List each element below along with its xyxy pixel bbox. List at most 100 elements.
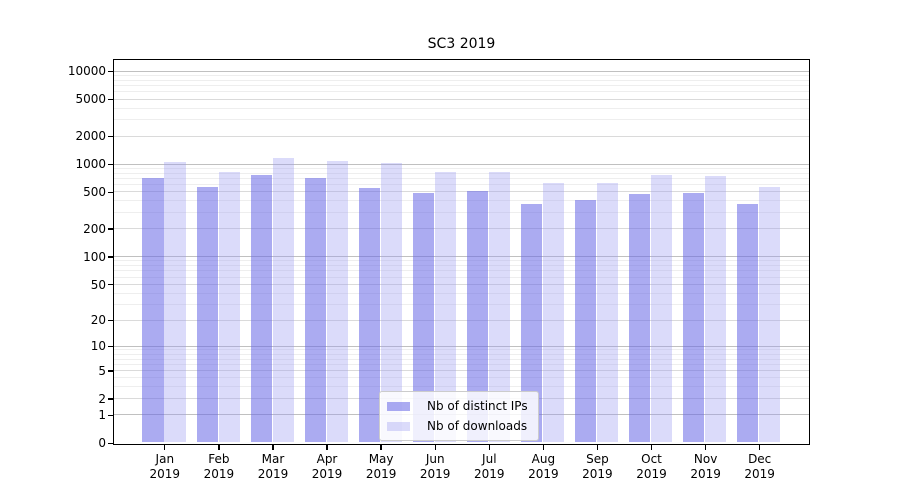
bar-distinct-ips-aug	[521, 204, 543, 443]
gridline-major	[114, 163, 809, 165]
x-tick-mark-sep	[596, 445, 599, 450]
bar-distinct-ips-may	[358, 188, 380, 443]
x-tick-mark-may	[380, 445, 382, 450]
x-tick-label-oct: Oct 2019	[636, 452, 667, 481]
x-tick-label-sep: Sep 2019	[582, 452, 613, 481]
gridline-minor	[114, 167, 809, 169]
bar-downloads-apr	[326, 161, 348, 443]
gridline-major	[114, 70, 809, 72]
gridline-minor	[114, 119, 809, 121]
x-tick-mark-nov	[704, 445, 707, 450]
x-tick-mark-jul	[488, 445, 490, 450]
bar-distinct-ips-mar	[250, 175, 272, 443]
bar-downloads-nov	[705, 175, 727, 443]
y-tick-label-100: 100	[83, 249, 106, 264]
gridline-minor	[114, 107, 809, 109]
x-tick-mark-jan	[164, 445, 166, 450]
legend-label: Nb of distinct IPs	[427, 399, 528, 413]
bar-distinct-ips-jul	[466, 191, 489, 443]
x-tick-label-apr: Apr 2019	[311, 452, 343, 481]
bar-distinct-ips-jun	[412, 193, 434, 443]
gridline-minor	[114, 276, 809, 278]
chart-title: SC3 2019	[427, 36, 496, 52]
gridline-minor	[114, 184, 809, 186]
gridline-minor	[114, 377, 809, 379]
y-tick-mark-100	[108, 256, 113, 258]
y-tick-label-500: 500	[83, 185, 106, 200]
gridline-minor	[114, 79, 809, 81]
bar-downloads-aug	[543, 183, 565, 443]
x-tick-mark-feb	[218, 445, 220, 450]
bar-distinct-ips-jan	[142, 177, 164, 443]
bar-downloads-dec	[759, 186, 781, 443]
gridline-minor	[114, 74, 809, 76]
y-tick-mark-0	[108, 442, 113, 444]
legend-item-distinct-ips: Nb of distinct IPs	[387, 398, 528, 414]
y-tick-mark-50	[108, 283, 113, 286]
x-tick-label-may: May 2019	[365, 452, 397, 481]
plot-area: Nb of distinct IPs Nb of downloads	[113, 59, 810, 445]
x-tick-label-aug: Aug 2019	[528, 452, 559, 481]
bar-downloads-feb	[218, 171, 240, 443]
gridline-minor	[114, 303, 809, 305]
gridline-minor	[114, 91, 809, 93]
y-tick-mark-1000	[108, 163, 113, 165]
x-tick-label-nov: Nov 2019	[690, 452, 721, 481]
bar-downloads-jan	[164, 161, 186, 443]
x-tick-mark-jun	[434, 445, 436, 450]
y-tick-mark-2000	[108, 135, 113, 137]
bar-distinct-ips-dec	[737, 203, 759, 443]
gridline-minor	[114, 358, 809, 360]
bar-distinct-ips-apr	[304, 178, 326, 443]
legend-swatch-downloads	[387, 421, 410, 431]
y-tick-mark-5000	[108, 98, 113, 101]
x-tick-label-feb: Feb 2019	[203, 452, 235, 481]
x-tick-label-jul: Jul 2019	[474, 452, 505, 481]
x-tick-label-jun: Jun 2019	[419, 452, 451, 481]
y-tick-mark-20	[108, 319, 113, 321]
y-tick-label-2000: 2000	[75, 129, 106, 144]
y-tick-label-10000: 10000	[67, 64, 106, 79]
y-tick-mark-10000	[108, 70, 113, 73]
x-tick-label-jan: Jan 2019	[149, 452, 181, 481]
gridline-minor	[114, 270, 809, 272]
gridline-mid	[114, 135, 809, 137]
gridline-minor	[114, 363, 809, 365]
y-tick-label-2: 2	[98, 391, 106, 406]
bar-distinct-ips-oct	[629, 193, 651, 443]
x-tick-mark-oct	[650, 445, 653, 450]
gridline-minor	[114, 386, 809, 388]
y-tick-mark-5	[108, 370, 113, 372]
bar-downloads-may	[380, 162, 402, 443]
y-tick-label-20: 20	[90, 313, 106, 328]
gridline-mid	[114, 191, 809, 193]
bar-downloads-mar	[272, 157, 294, 443]
bar-downloads-sep	[597, 182, 619, 443]
legend-item-downloads: Nb of downloads	[387, 418, 528, 434]
x-tick-mark-apr	[326, 445, 328, 450]
y-tick-mark-2	[108, 398, 113, 400]
bar-distinct-ips-sep	[575, 200, 597, 443]
gridline-minor	[114, 85, 809, 86]
gridline-minor	[114, 172, 809, 174]
gridline-major	[114, 345, 809, 347]
gridline-mid	[114, 283, 809, 285]
gridline-minor	[114, 177, 809, 179]
x-tick-mark-aug	[542, 445, 545, 450]
plot-inner	[114, 60, 809, 444]
bar-downloads-jul	[488, 171, 511, 443]
x-tick-mark-dec	[759, 445, 761, 450]
y-tick-label-5000: 5000	[75, 92, 106, 107]
y-tick-mark-200	[108, 228, 113, 230]
gridline-mid	[114, 319, 809, 321]
bar-distinct-ips-feb	[196, 186, 218, 443]
x-tick-mark-mar	[272, 445, 274, 450]
gridline-mid	[114, 228, 809, 230]
x-tick-label-dec: Dec 2019	[744, 452, 775, 481]
bar-downloads-oct	[651, 174, 673, 443]
gridline-minor	[114, 200, 809, 202]
y-tick-label-1000: 1000	[75, 157, 106, 172]
bar-downloads-jun	[434, 171, 456, 443]
y-tick-label-50: 50	[90, 277, 106, 292]
